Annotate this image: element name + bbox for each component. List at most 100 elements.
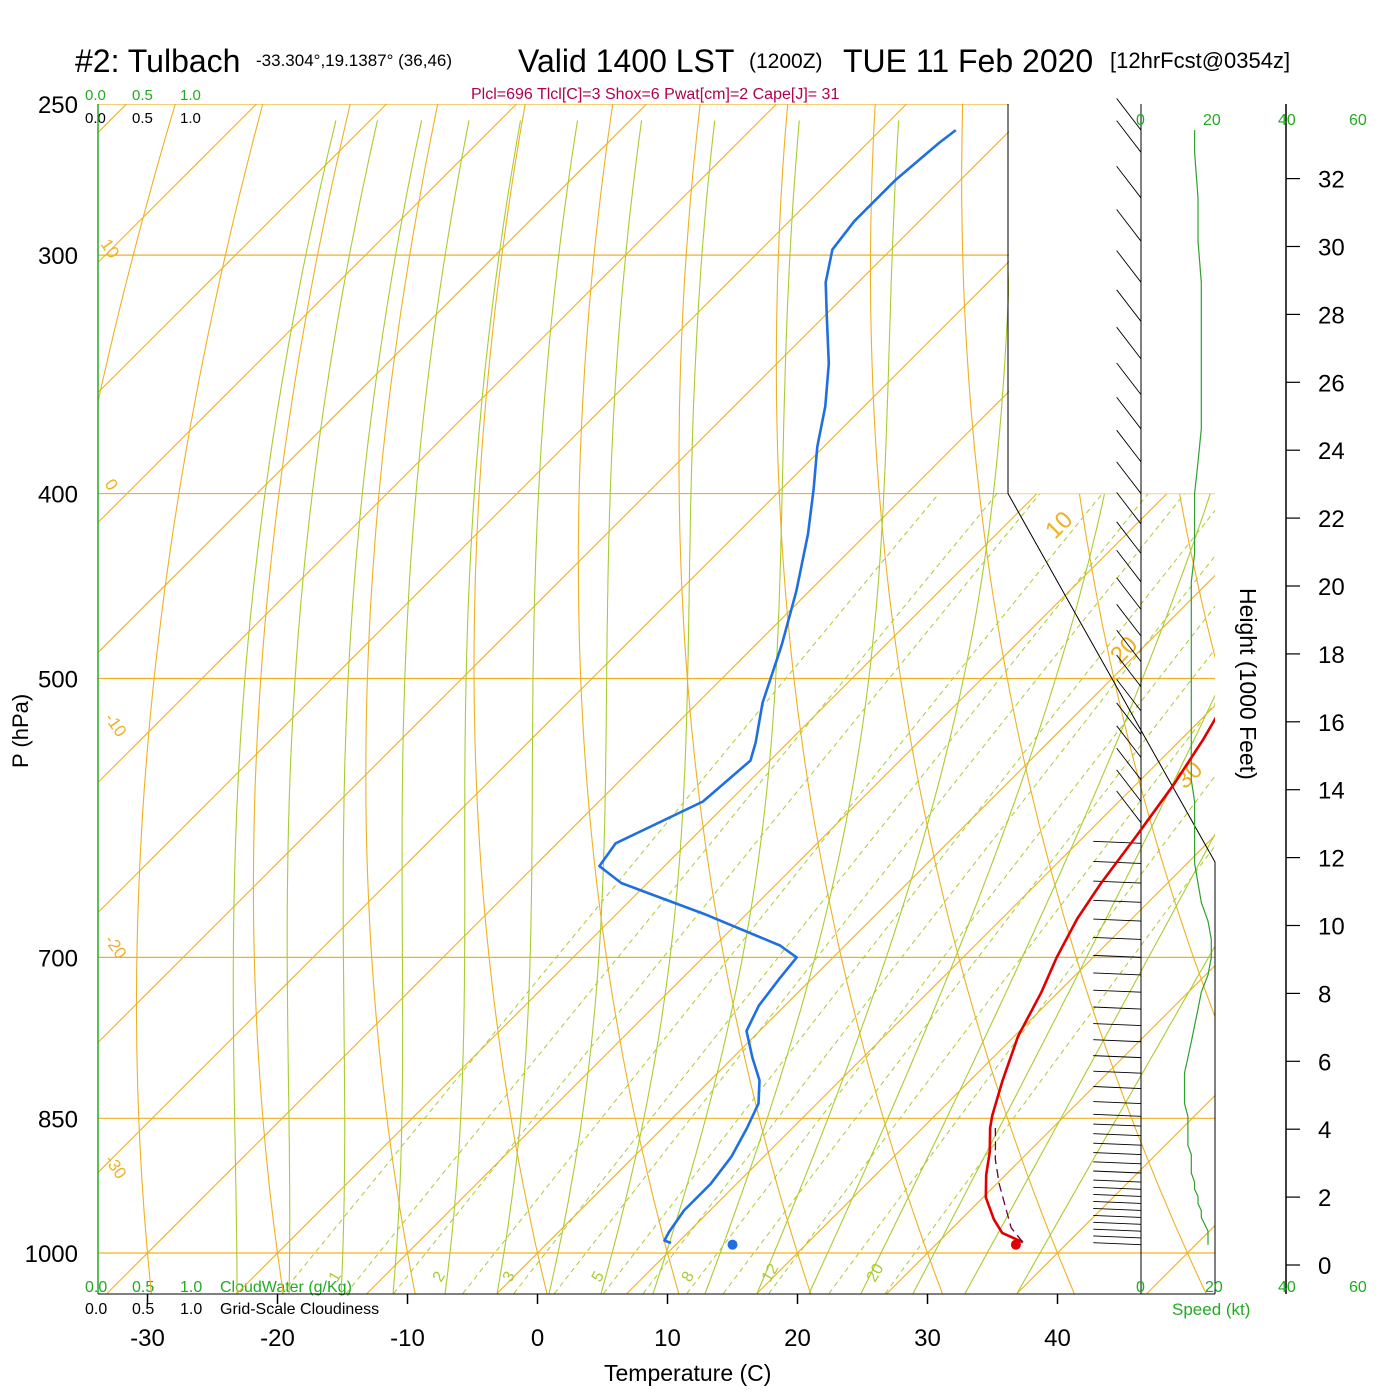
x-axis-title: Temperature (C) (604, 1360, 771, 1386)
wind-barb (1093, 1142, 1142, 1146)
isotherm-10 (626, 704, 1215, 1294)
moist-adiabat-4 (548, 120, 643, 1294)
wind-barb (1116, 654, 1142, 688)
pressure-tick-label: 850 (38, 1106, 78, 1133)
moist-adiabat-16 (704, 120, 900, 1294)
speed-scale-top-40: 40 (1278, 112, 1296, 129)
sounding-profiles (598, 129, 1215, 1250)
height-tick-label: 4 (1318, 1117, 1331, 1144)
cloud-scales-bottom: 0.0 0.5 1.0 CloudWater (g/Kg) 0.0 0.5 1.… (85, 1279, 379, 1318)
cloudiness-label: Grid-Scale Cloudiness (220, 1301, 379, 1318)
wind-barb (1116, 702, 1142, 735)
pressure-tick-label: 250 (38, 92, 78, 119)
cloud-scales-top: 0.0 0.5 1.0 0.0 0.5 1.0 (85, 87, 201, 127)
wind-panel: 0 20 40 600 20 40 60 (1093, 98, 1367, 1296)
mixing-ratio-label-5: 5 (589, 1269, 608, 1285)
cloud-scale-bottom-black-0: 0.0 (85, 1301, 107, 1318)
dry-adiabat-50 (961, 104, 1207, 1294)
mixing-ratio-line (884, 845, 1215, 1294)
moist-adiabat-28 (860, 477, 1215, 1294)
wind-barb (1093, 899, 1142, 903)
cloud-scale-top-black-1: 0.5 (132, 110, 153, 127)
wind-barb (1093, 1193, 1142, 1197)
speed-label: Speed (kt) (1172, 1300, 1250, 1319)
wind-barb (1093, 1101, 1142, 1104)
speed-scale-bottom-20: 20 (1205, 1279, 1223, 1296)
moist-adiabat-36 (964, 833, 1215, 1294)
height-tick-label: 32 (1318, 167, 1345, 194)
isotherm--70 (98, 104, 778, 784)
isotherm--60 (98, 104, 908, 914)
temperature-surface-marker (1010, 1239, 1021, 1250)
wind-barb (1093, 1123, 1142, 1127)
wind-barb (1093, 936, 1142, 940)
dry-adiabat-90 (1301, 0, 1400, 1293)
dry-adiabat--30 (135, 104, 264, 1294)
dry-adiabat-40 (869, 104, 1075, 1294)
mixing-ratio-5 (554, 493, 1185, 1294)
forecast-info: [12hrFcst@0354z] (1110, 48, 1290, 73)
wind-barb (1093, 1208, 1142, 1211)
wind-barb (1093, 1006, 1142, 1010)
wind-barb (1093, 918, 1142, 922)
wind-barb (1116, 629, 1142, 663)
wind-barb (1116, 250, 1142, 283)
cloud-scale-bottom-green-2: 1.0 (180, 1279, 202, 1296)
valid-date: TUE 11 Feb 2020 (843, 43, 1093, 79)
parcel-profile-line (994, 1127, 1024, 1243)
pressure-tick-label: 400 (38, 482, 78, 509)
dry-adiabat-label-0: 0 (101, 475, 122, 494)
isotherm-40 (1016, 1094, 1215, 1294)
dry-adiabat-label-10: 10 (97, 235, 123, 261)
wind-barb (1093, 972, 1142, 976)
cloud-scale-bottom-green-1: 0.5 (132, 1279, 154, 1296)
wind-barb (1093, 1221, 1142, 1225)
header: #2: Tulbach -33.304°,19.1387° (36,46) Va… (75, 43, 1290, 103)
wind-barb (1093, 1039, 1142, 1043)
speed-scale-top-60: 60 (1349, 112, 1367, 129)
dry-adiabat-0 (473, 104, 548, 1294)
mixing-ratio-label-20: 20 (864, 1261, 888, 1285)
height-tick-label: 24 (1318, 438, 1345, 465)
height-tick-label: 22 (1318, 506, 1345, 533)
cloud-scale-top-green-1: 0.5 (132, 87, 153, 104)
wind-barb (1093, 1086, 1142, 1089)
speed-scale-top-0: 0 (1136, 112, 1145, 129)
wind-barb (1093, 1201, 1142, 1204)
moist-adiabat-20 (756, 120, 1017, 1294)
mixing-ratio-label-3: 3 (500, 1269, 519, 1285)
height-tick-label: 28 (1318, 302, 1345, 329)
dry-adiabat-100 (1383, 0, 1400, 1293)
wind-barb (1093, 1055, 1142, 1059)
cloud-scale-top-black-0: 0.0 (85, 110, 106, 127)
wind-barb (1116, 769, 1142, 802)
mixing-ratio-line (345, 493, 998, 1294)
wind-barb (1116, 362, 1142, 395)
isotherm-20 (756, 834, 1215, 1294)
speed-scale-bottom-0: 0 (1136, 1279, 1145, 1296)
wind-barb (1116, 604, 1142, 637)
dry-adiabat--10 (365, 104, 439, 1294)
height-tick-label: 6 (1318, 1049, 1331, 1076)
dry-adiabat-20 (678, 104, 812, 1294)
wind-barb (1093, 1235, 1142, 1239)
isotherm--50 (98, 104, 1038, 1044)
temperature-tick-label: 0 (531, 1325, 544, 1352)
temperature-tick-label: 10 (654, 1325, 681, 1352)
moist-adiabat--16 (286, 120, 379, 1294)
moist-adiabat-8 (600, 120, 716, 1294)
moist-adiabat-32 (912, 694, 1215, 1294)
pressure-tick-label: 500 (38, 667, 78, 694)
moist-adiabat--8 (392, 120, 470, 1294)
zulu-time: (1200Z) (749, 50, 823, 73)
height-tick-label: 8 (1318, 981, 1331, 1008)
dry-adiabat-30 (775, 104, 943, 1294)
wind-barb (1093, 1070, 1142, 1074)
valid-time: Valid 1400 LST (518, 43, 734, 79)
speed-scale-top-20: 20 (1203, 112, 1221, 129)
wind-barb (1116, 289, 1142, 322)
station-title: #2: Tulbach (75, 43, 240, 79)
wind-barb (1093, 989, 1142, 993)
wind-barb (1116, 165, 1142, 199)
wind-barb (1116, 492, 1142, 525)
